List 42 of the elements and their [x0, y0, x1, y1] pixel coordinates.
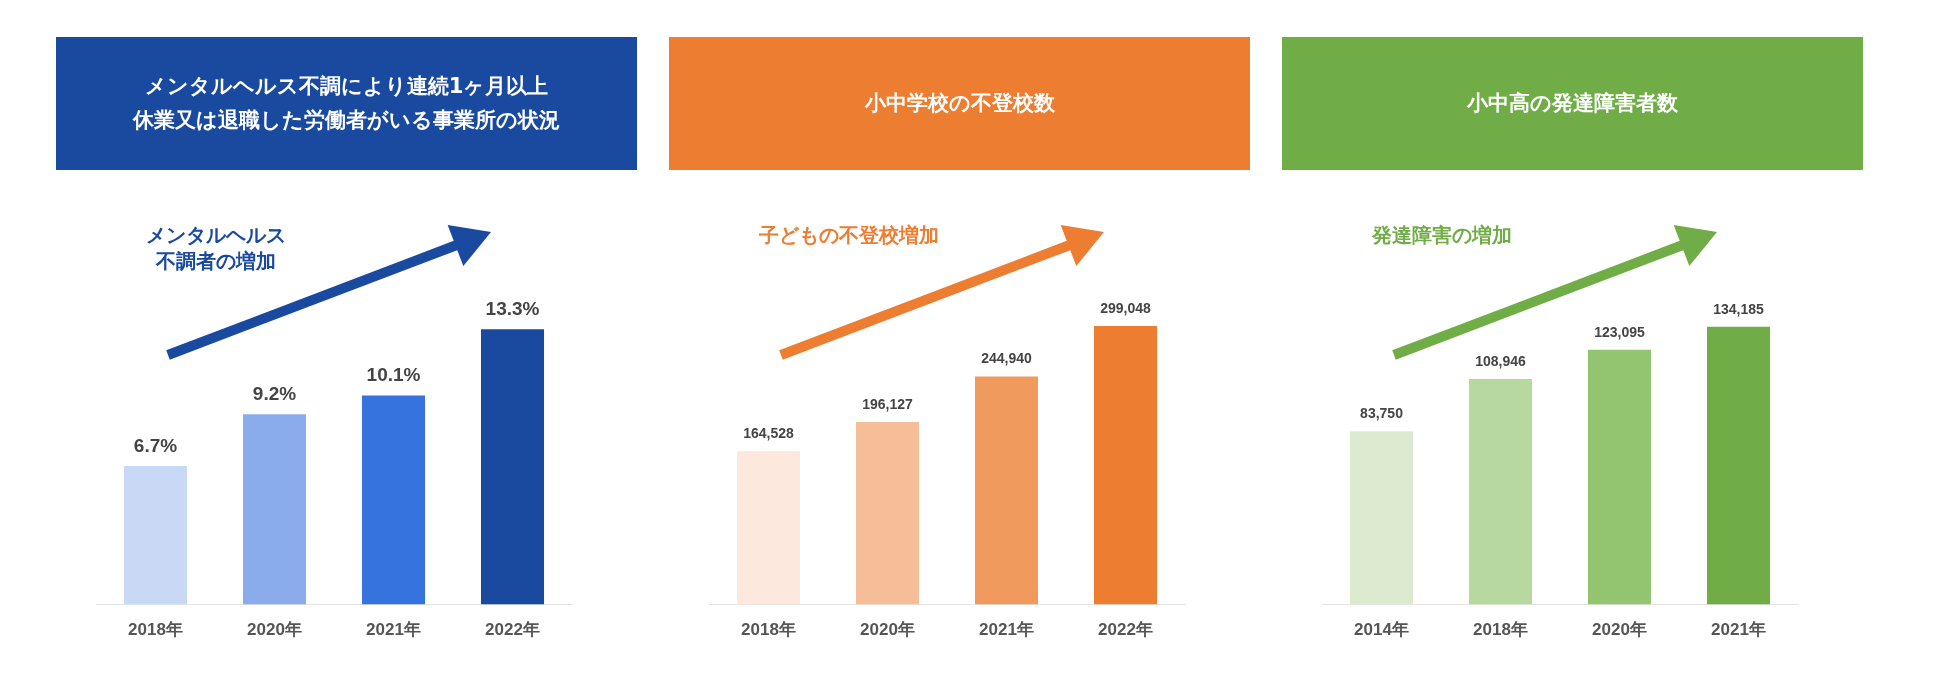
x-tick-label: 2020年	[1592, 620, 1647, 640]
text: メンタルヘルス不調者の増加	[146, 222, 286, 274]
data-label: 196,127	[862, 395, 914, 412]
data-label: 244,940	[981, 350, 1033, 367]
bar	[480, 329, 545, 605]
bar	[1093, 326, 1158, 605]
x-tick-label: 2020年	[247, 620, 302, 640]
x-tick-label: 2018年	[741, 620, 796, 640]
x-tick-label: 2021年	[1711, 620, 1766, 640]
x-tick-label: 2022年	[1098, 620, 1153, 640]
x-tick-label: 2018年	[128, 620, 183, 640]
chart-title: 小中学校の不登校数	[669, 37, 1250, 170]
x-tick-label: 2021年	[366, 620, 421, 640]
data-label: 6.7%	[133, 434, 178, 456]
bar	[361, 395, 426, 605]
x-tick-label: 2014年	[1354, 620, 1409, 640]
data-label: 299,048	[1100, 299, 1152, 316]
bar	[1706, 326, 1771, 605]
data-label: 108,946	[1475, 352, 1527, 369]
x-tick-label: 2021年	[979, 620, 1034, 640]
data-label: 134,185	[1713, 300, 1765, 317]
text: 発達障害の増加	[1372, 222, 1512, 248]
text: 子どもの不登校増加	[759, 222, 939, 248]
data-label: 83,750	[1360, 405, 1404, 422]
bar	[736, 451, 801, 605]
data-label: 123,095	[1594, 323, 1646, 340]
data-label: 164,528	[743, 425, 795, 442]
bar	[1349, 431, 1414, 605]
x-tick-label: 2020年	[860, 620, 915, 640]
data-label: 13.3%	[485, 298, 540, 320]
chart-title: 小中高の発達障害者数	[1282, 37, 1863, 170]
bar	[855, 421, 920, 605]
bar	[1587, 349, 1652, 605]
data-label: 9.2%	[252, 382, 297, 404]
bar	[123, 465, 188, 605]
bar	[974, 376, 1039, 605]
bar	[1468, 379, 1533, 605]
data-label: 10.1%	[366, 364, 421, 386]
x-tick-label: 2022年	[485, 620, 540, 640]
x-tick-label: 2018年	[1473, 620, 1528, 640]
bar	[242, 414, 307, 605]
chart-title: メンタルヘルス不調により連続1ヶ月以上休業又は退職した労働者がいる事業所の状況	[56, 37, 637, 170]
